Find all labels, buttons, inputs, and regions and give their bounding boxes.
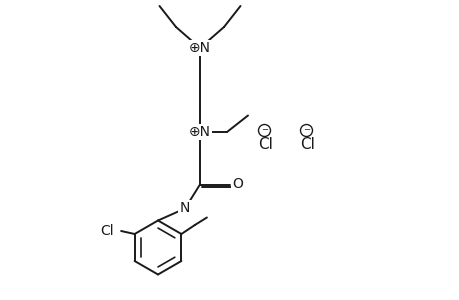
Text: Cl: Cl bbox=[258, 136, 273, 152]
Text: −: − bbox=[260, 125, 268, 134]
Text: O: O bbox=[231, 178, 242, 191]
Text: Cl: Cl bbox=[300, 136, 315, 152]
Text: ⊕N: ⊕N bbox=[189, 125, 211, 139]
Text: −: − bbox=[302, 125, 309, 134]
Text: Cl: Cl bbox=[100, 224, 113, 238]
Text: N: N bbox=[179, 202, 190, 215]
Text: ⊕N: ⊕N bbox=[189, 41, 211, 55]
